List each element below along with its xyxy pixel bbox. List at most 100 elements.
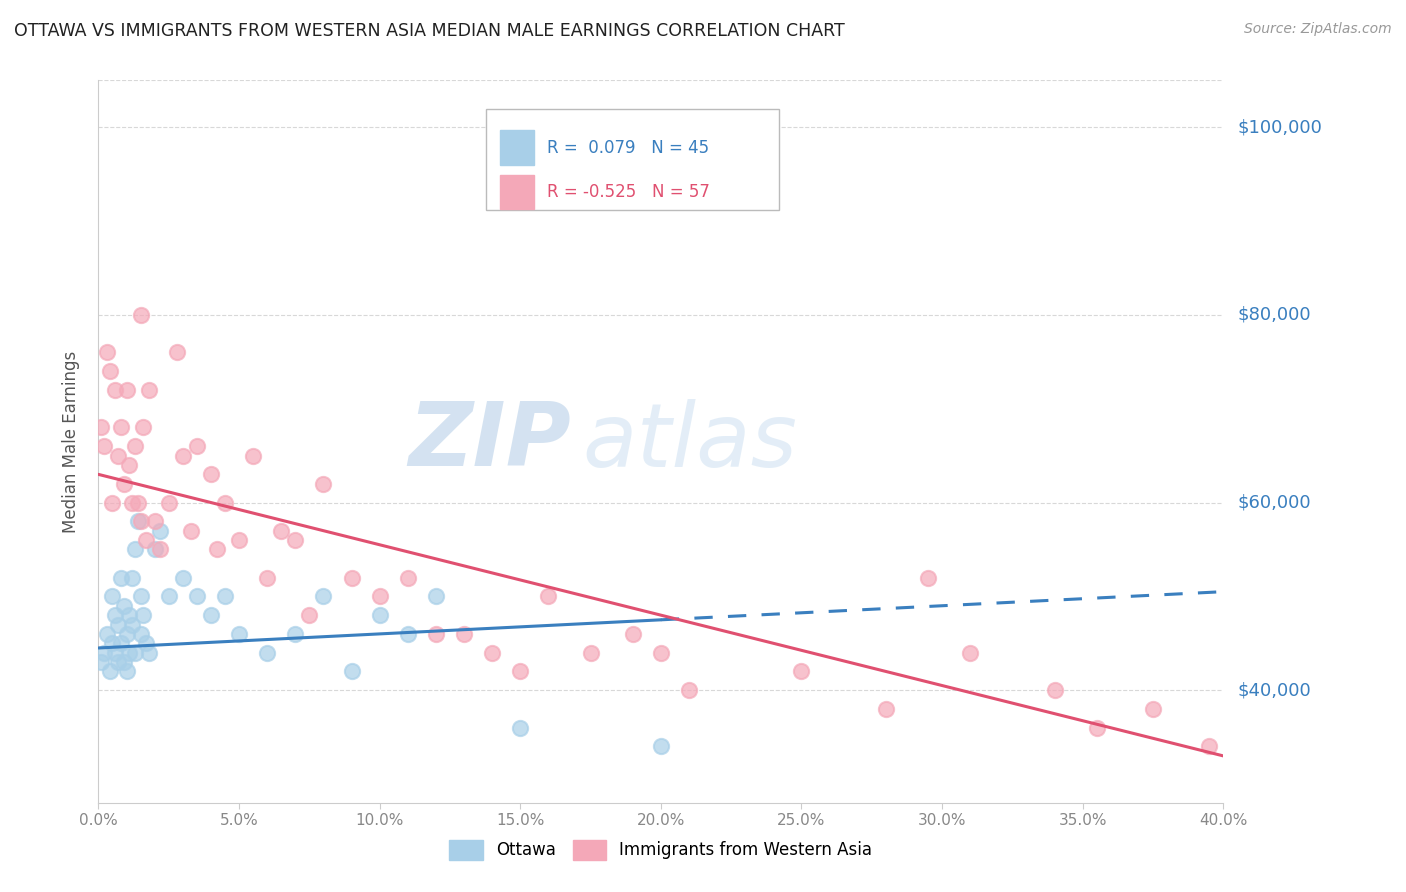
Point (124, 439, 146, 453)
Point (121, 495, 143, 509)
Point (205, 542, 228, 557)
Text: $40,000: $40,000 (1237, 681, 1310, 699)
Point (101, 495, 124, 509)
Point (298, 608, 321, 623)
Point (256, 571, 278, 585)
Point (149, 542, 172, 557)
Point (368, 590, 391, 604)
Point (157, 495, 180, 509)
Point (650, 739, 672, 754)
Point (138, 383, 160, 397)
Point (312, 476, 335, 491)
Point (115, 627, 138, 641)
Point (228, 627, 250, 641)
Point (509, 721, 531, 735)
Text: R = -0.525   N = 57: R = -0.525 N = 57 (547, 183, 710, 201)
Point (93, 439, 115, 453)
Point (98, 364, 121, 378)
Legend: Ottawa, Immigrants from Western Asia: Ottawa, Immigrants from Western Asia (443, 833, 879, 867)
Point (1198, 739, 1220, 754)
Bar (501, 130, 534, 165)
Point (1085, 721, 1108, 735)
Point (579, 646, 602, 660)
Point (425, 590, 447, 604)
Point (101, 590, 124, 604)
FancyBboxPatch shape (486, 109, 779, 211)
Y-axis label: Median Male Earnings: Median Male Earnings (62, 351, 80, 533)
Point (143, 542, 166, 557)
Point (132, 608, 155, 623)
Point (118, 608, 141, 623)
Point (132, 420, 155, 434)
Point (110, 571, 132, 585)
Point (917, 571, 939, 585)
Point (242, 449, 264, 463)
Point (121, 571, 143, 585)
Point (101, 636, 124, 650)
Point (270, 524, 292, 538)
Point (284, 533, 307, 547)
Point (678, 683, 700, 698)
Point (621, 627, 644, 641)
Point (368, 608, 391, 623)
Point (107, 617, 129, 632)
Point (453, 627, 475, 641)
Text: OTTAWA VS IMMIGRANTS FROM WESTERN ASIA MEDIAN MALE EARNINGS CORRELATION CHART: OTTAWA VS IMMIGRANTS FROM WESTERN ASIA M… (14, 22, 845, 40)
Point (186, 590, 208, 604)
Point (650, 646, 672, 660)
Point (118, 458, 141, 472)
Point (110, 636, 132, 650)
Point (790, 665, 813, 679)
Text: ZIP: ZIP (408, 398, 571, 485)
Point (107, 655, 129, 669)
Point (340, 571, 363, 585)
Point (200, 608, 222, 623)
Point (214, 590, 236, 604)
Point (537, 590, 560, 604)
Point (110, 420, 132, 434)
Point (121, 617, 143, 632)
Point (149, 524, 172, 538)
Point (1142, 702, 1164, 716)
Point (96, 345, 118, 359)
Point (340, 665, 363, 679)
Point (96, 627, 118, 641)
Point (104, 383, 127, 397)
Point (104, 646, 127, 660)
Point (875, 702, 897, 716)
Point (107, 449, 129, 463)
Point (118, 646, 141, 660)
Point (129, 590, 152, 604)
Point (157, 590, 180, 604)
Point (129, 308, 152, 322)
Text: $80,000: $80,000 (1237, 306, 1310, 324)
Point (138, 646, 160, 660)
Point (124, 542, 146, 557)
Point (135, 636, 157, 650)
Point (112, 476, 135, 491)
Point (256, 646, 278, 660)
Point (90, 655, 112, 669)
Point (186, 439, 208, 453)
Point (166, 345, 188, 359)
Point (112, 599, 135, 613)
Point (129, 514, 152, 528)
Point (425, 627, 447, 641)
Point (509, 665, 531, 679)
Point (200, 467, 222, 482)
Point (312, 590, 335, 604)
Text: $60,000: $60,000 (1237, 493, 1310, 511)
Point (481, 646, 503, 660)
Point (98, 665, 121, 679)
Text: $100,000: $100,000 (1237, 119, 1322, 136)
Point (104, 608, 127, 623)
Point (172, 571, 194, 585)
Point (127, 495, 149, 509)
Point (129, 627, 152, 641)
Point (180, 524, 202, 538)
Point (172, 449, 194, 463)
Point (112, 655, 135, 669)
Point (396, 571, 419, 585)
Point (124, 646, 146, 660)
Point (228, 533, 250, 547)
